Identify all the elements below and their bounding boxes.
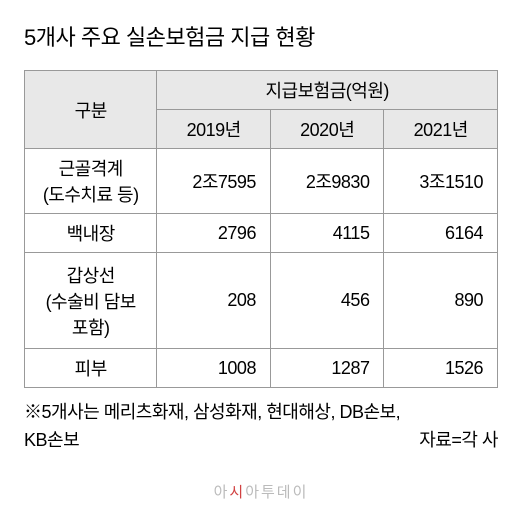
row-value: 4115 — [270, 214, 384, 253]
header-year-2021: 2021년 — [384, 110, 498, 149]
row-value: 6164 — [384, 214, 498, 253]
table-body: 근골격계(도수치료 등)2조75952조98303조1510백내장2796411… — [25, 149, 498, 388]
row-value: 456 — [270, 253, 384, 349]
footnote-line1: ※5개사는 메리츠화재, 삼성화재, 현대해상, DB손보, — [24, 398, 498, 424]
row-label: 근골격계(도수치료 등) — [25, 149, 157, 214]
header-category: 구분 — [25, 71, 157, 149]
footnote-line2-right: 자료=각 사 — [419, 426, 498, 452]
row-label: 피부 — [25, 349, 157, 388]
table-row: 백내장279641156164 — [25, 214, 498, 253]
table-title: 5개사 주요 실손보험금 지급 현황 — [24, 20, 498, 52]
row-value: 1526 — [384, 349, 498, 388]
header-year-2019: 2019년 — [157, 110, 271, 149]
row-value: 2796 — [157, 214, 271, 253]
header-year-2020: 2020년 — [270, 110, 384, 149]
row-value: 208 — [157, 253, 271, 349]
row-value: 890 — [384, 253, 498, 349]
row-value: 2조9830 — [270, 149, 384, 214]
row-value: 2조7595 — [157, 149, 271, 214]
row-value: 1287 — [270, 349, 384, 388]
footnote-line2: KB손보 자료=각 사 — [24, 426, 498, 452]
row-label: 백내장 — [25, 214, 157, 253]
payout-table: 구분 지급보험금(억원) 2019년 2020년 2021년 근골격계(도수치료… — [24, 70, 498, 388]
row-value: 3조1510 — [384, 149, 498, 214]
table-row: 근골격계(도수치료 등)2조75952조98303조1510 — [25, 149, 498, 214]
watermark: 아시아투데이 — [214, 481, 309, 502]
watermark-post: 아투데이 — [245, 484, 308, 501]
table-row: 갑상선(수술비 담보포함)208456890 — [25, 253, 498, 349]
table-row: 피부100812871526 — [25, 349, 498, 388]
watermark-accent: 시 — [229, 484, 245, 501]
row-value: 1008 — [157, 349, 271, 388]
footnote-line2-left: KB손보 — [24, 426, 79, 452]
row-label: 갑상선(수술비 담보포함) — [25, 253, 157, 349]
header-group: 지급보험금(억원) — [157, 71, 498, 110]
watermark-pre: 아 — [214, 484, 230, 501]
